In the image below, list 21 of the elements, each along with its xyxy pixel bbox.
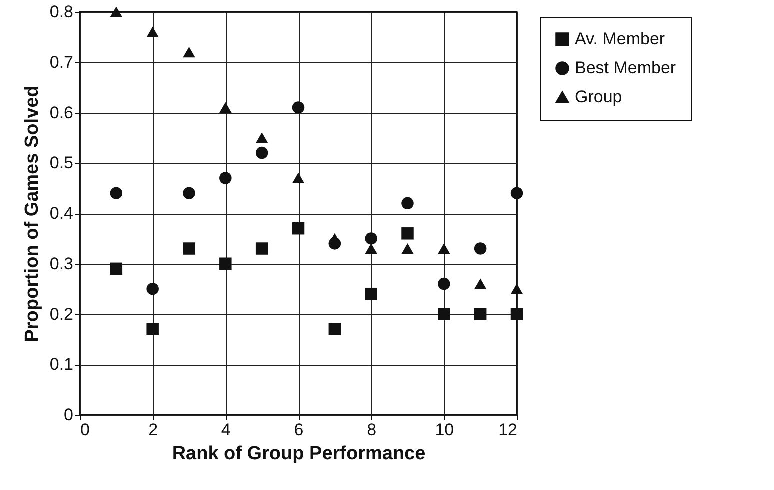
x-tick-label: 10 — [435, 420, 454, 440]
legend-label: Av. Member — [575, 30, 666, 48]
legend-label: Group — [575, 88, 622, 106]
y-tick-label: 0.1 — [50, 355, 74, 374]
y-tick-label: 0.7 — [50, 52, 74, 72]
y-tick-label: 0.8 — [50, 2, 74, 22]
x-axis-title: Rank of Group Performance — [172, 444, 426, 464]
y-tick-label: 0.4 — [50, 204, 74, 223]
x-tick-label: 12 — [498, 420, 518, 440]
x-tick-label: 6 — [294, 420, 304, 440]
y-tick-label: 0.2 — [50, 304, 74, 324]
y-tick-label: 0.6 — [50, 103, 74, 122]
x-tick-label: 2 — [148, 420, 158, 440]
y-tick-label: 0 — [64, 406, 74, 424]
x-tick-label: 8 — [367, 420, 377, 440]
x-tick-label: 0 — [80, 420, 90, 440]
y-tick-label: 0.3 — [50, 254, 74, 274]
y-tick-label: 0.5 — [50, 154, 74, 173]
x-tick-label: 4 — [221, 420, 231, 440]
y-axis-title: Proportion of Games Solved — [22, 86, 43, 342]
legend-label: Best Member — [575, 58, 676, 78]
